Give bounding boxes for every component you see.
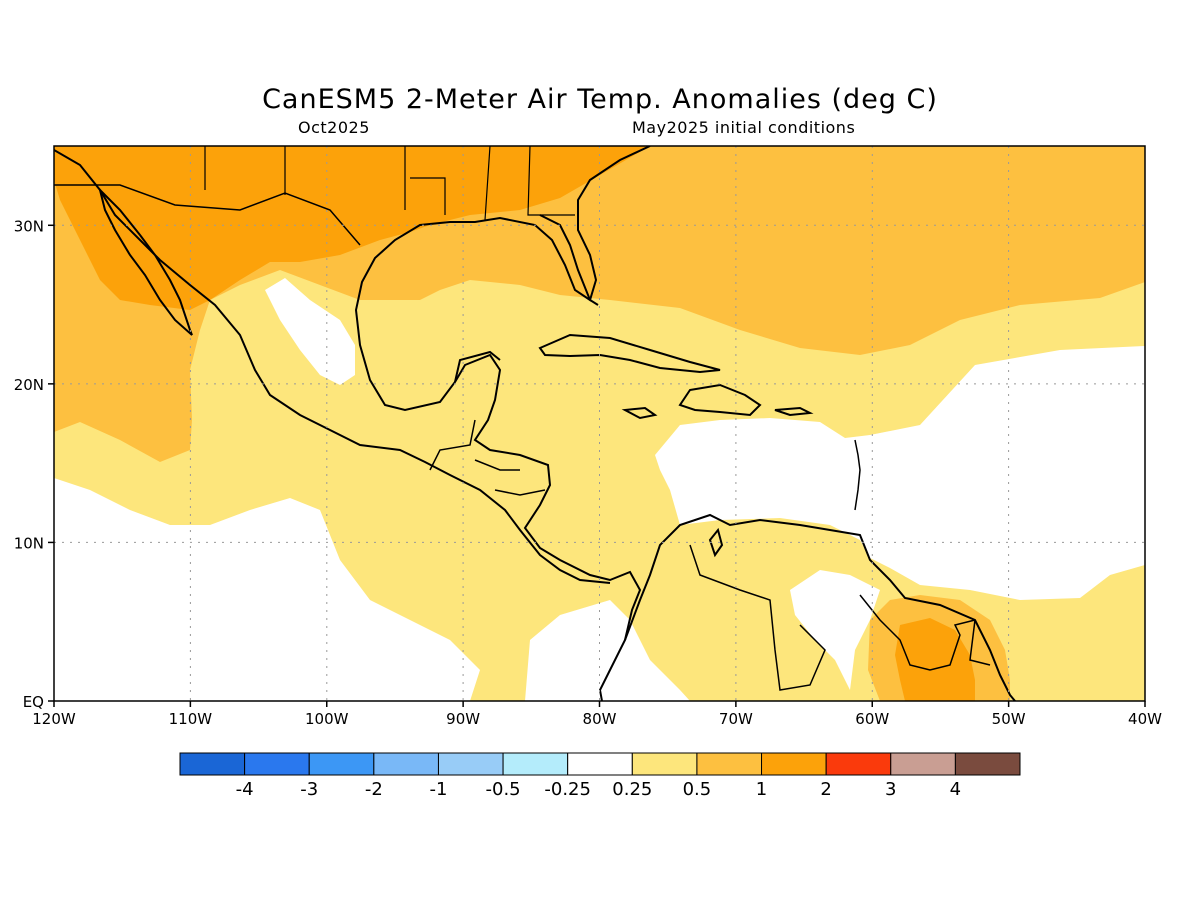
anomaly-fill-neutral-colombia — [525, 600, 690, 701]
colorbar-swatch — [437, 752, 504, 776]
colorbar-label: 2 — [820, 779, 831, 800]
colorbar-label: -1 — [429, 779, 447, 800]
lon-tick-label: 90W — [446, 710, 480, 728]
anomaly-fill-neutral-gulf-pacific — [265, 278, 355, 385]
colorbar-label: -0.5 — [486, 779, 521, 800]
florida-peninsula — [539, 214, 599, 306]
jamaica — [621, 406, 658, 420]
lat-tick-label: 30N — [14, 217, 44, 235]
south-america-coastline — [624, 513, 1016, 701]
yucatan-peninsula — [454, 350, 501, 383]
colorbar-swatch — [373, 752, 439, 776]
lon-tick-label: 60W — [855, 710, 889, 728]
colorbar-swatch — [179, 752, 246, 776]
colorbar-label: -3 — [300, 779, 318, 800]
map-title: CanESM5 2-Meter Air Temp. Anomalies (deg… — [262, 84, 938, 115]
cuba — [538, 333, 721, 374]
colorbar-swatch — [631, 752, 698, 776]
pacific-coastline — [54, 149, 611, 584]
colorbar-swatch — [825, 752, 892, 776]
colorbar-swatch — [954, 752, 1021, 776]
colorbar-swatch — [761, 752, 827, 776]
lon-tick-label: 80W — [583, 710, 617, 728]
lon-tick-label: 120W — [32, 710, 76, 728]
initial-conditions-label: May2025 initial conditions — [632, 118, 856, 137]
lon-tick-label: 50W — [992, 710, 1026, 728]
lon-tick-label: 110W — [169, 710, 213, 728]
colorbar-label: -2 — [365, 779, 383, 800]
colorbar-label: -4 — [236, 779, 254, 800]
colorbar-swatch — [567, 752, 633, 776]
anomaly-fill-1-2-guianas — [895, 618, 975, 701]
colorbar: -4 -3 -2 -1 -0.5 -0.25 0.25 0.5 1 2 3 4 — [179, 752, 1021, 800]
lat-tick-label: EQ — [23, 693, 44, 711]
us-state-borders — [204, 146, 575, 221]
colorbar-label: 4 — [950, 779, 961, 800]
colorbar-swatch — [890, 752, 956, 776]
us-mexico-border — [54, 184, 361, 246]
colorbar-label: 1 — [756, 779, 767, 800]
lon-tick-label: 100W — [305, 710, 349, 728]
colorbar-label: 0.5 — [683, 779, 712, 800]
colorbar-swatch — [308, 752, 375, 776]
anomaly-fill-1-2-north — [54, 146, 650, 310]
anomaly-fill-neutral-caribbean — [655, 346, 1145, 600]
north-america-coastline — [354, 146, 651, 701]
lesser-antilles — [854, 439, 861, 511]
baja-california — [98, 186, 193, 336]
lat-tick-label: 10N — [14, 534, 44, 552]
puerto-rico — [774, 406, 814, 417]
longitude-axis: 120W 110W 100W 90W 80W 70W 60W 50W 40W — [32, 701, 1162, 728]
lat-tick-label: 20N — [14, 376, 44, 394]
valid-month-label: Oct2025 — [298, 118, 370, 137]
anomaly-fill-neutral-east-pacific — [54, 478, 480, 701]
colorbar-label: 3 — [885, 779, 896, 800]
anomaly-fill-neutral-venezuela — [790, 570, 880, 690]
colorbar-swatch — [502, 752, 569, 776]
latitude-axis: EQ 10N 20N 30N — [14, 217, 54, 711]
colorbar-swatch — [696, 752, 763, 776]
central-america-borders — [429, 419, 546, 496]
colorbar-label: 0.25 — [612, 779, 652, 800]
south-america-borders — [689, 544, 991, 691]
hispaniola — [678, 383, 762, 417]
colorbar-swatch — [244, 752, 310, 776]
lake-maracaibo — [708, 527, 724, 558]
lon-tick-label: 40W — [1128, 710, 1162, 728]
colorbar-label: -0.25 — [544, 779, 591, 800]
lon-tick-label: 70W — [719, 710, 753, 728]
anomaly-fields — [54, 146, 1145, 701]
coastlines — [54, 146, 1016, 701]
gridlines — [54, 146, 1145, 701]
